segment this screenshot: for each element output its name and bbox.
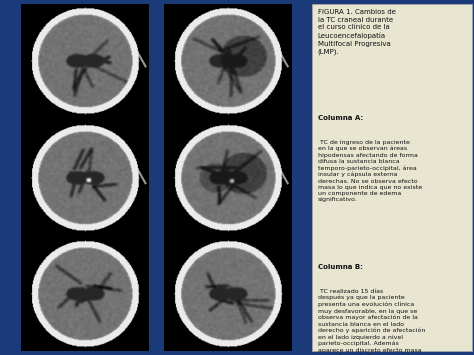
Text: B: B (168, 7, 178, 20)
Bar (21, 4, 149, 351)
Text: Columna B:: Columna B: (318, 264, 363, 271)
Text: A: A (26, 7, 36, 20)
FancyBboxPatch shape (312, 4, 472, 351)
Bar (164, 4, 292, 351)
Text: TC realizado 15 días
después ya que la paciente
presenta una evolución clínica
m: TC realizado 15 días después ya que la p… (318, 289, 425, 355)
Text: TC de ingreso de la paciente
en la que se observan áreas
hipodensas afectando de: TC de ingreso de la paciente en la que s… (318, 140, 422, 202)
Text: Columna A:: Columna A: (318, 115, 363, 121)
Text: FIGURA 1. Cambios de
la TC craneal durante
el curso clínico de la
Leucoencefalop: FIGURA 1. Cambios de la TC craneal duran… (318, 9, 395, 55)
